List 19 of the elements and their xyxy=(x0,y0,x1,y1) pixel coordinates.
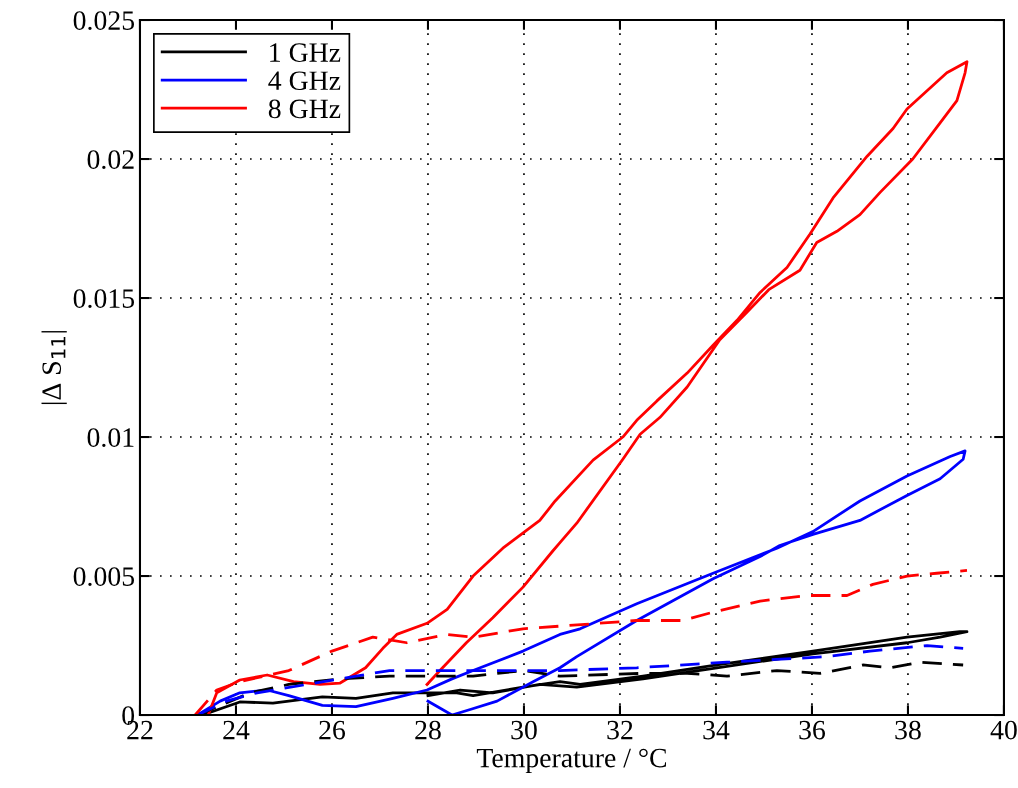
x-tick-label: 32 xyxy=(607,720,633,740)
y-tick-label: 0.025 xyxy=(73,11,135,31)
x-tick-label: 40 xyxy=(990,720,1017,740)
y-axis-title: |Δ S$_{11}$| xyxy=(41,331,67,405)
x-tick-label: 24 xyxy=(223,720,250,740)
x-tick-label: 34 xyxy=(703,720,730,740)
x-axis-title: Temperature / °C xyxy=(476,748,667,774)
y-tick-label: 0.005 xyxy=(73,567,135,587)
legend-label: 8 GHz xyxy=(268,99,341,119)
y-tick-label: 0.02 xyxy=(87,150,134,170)
legend-label: 4 GHz xyxy=(268,71,341,91)
y-tick-label: 0.015 xyxy=(73,289,135,309)
x-tick-label: 30 xyxy=(511,720,537,740)
x-tick-label: 26 xyxy=(319,720,346,740)
x-tick-label: 36 xyxy=(799,720,826,740)
x-tick-label: 38 xyxy=(895,720,921,740)
y-tick-label: 0.01 xyxy=(87,428,134,448)
x-tick-label: 28 xyxy=(415,720,441,740)
legend-label: 1 GHz xyxy=(270,43,341,62)
